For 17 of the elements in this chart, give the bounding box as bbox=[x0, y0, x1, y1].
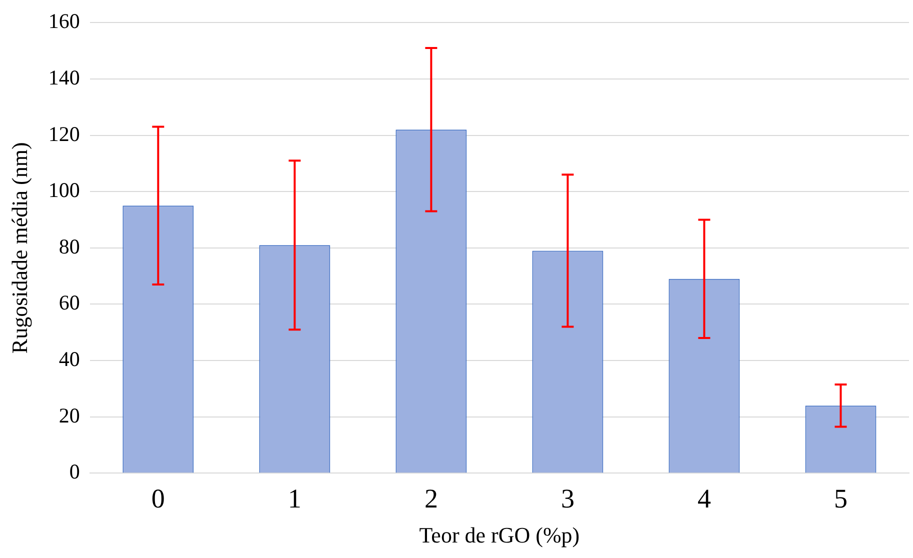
y-tick-label: 40 bbox=[58, 347, 80, 372]
x-tick-label: 1 bbox=[288, 483, 302, 514]
y-tick-label: 100 bbox=[48, 178, 80, 202]
x-tick-label: 3 bbox=[560, 483, 574, 514]
y-axis-title: Rugosidade média (nm) bbox=[6, 142, 32, 354]
x-tick-label: 5 bbox=[834, 483, 848, 514]
x-tick-label: 2 bbox=[424, 483, 438, 514]
y-tick-label: 140 bbox=[48, 65, 80, 90]
x-axis-title: Teor de rGO (%p) bbox=[419, 522, 580, 548]
y-tick-label: 20 bbox=[58, 403, 80, 428]
y-tick-label: 160 bbox=[48, 9, 80, 34]
x-tick-label: 4 bbox=[697, 483, 712, 514]
y-tick-label: 60 bbox=[58, 290, 80, 315]
y-tick-label: 120 bbox=[48, 122, 80, 146]
y-tick-label: 80 bbox=[58, 234, 80, 258]
x-tick-label: 0 bbox=[151, 483, 165, 514]
y-tick-label: 0 bbox=[69, 460, 80, 484]
